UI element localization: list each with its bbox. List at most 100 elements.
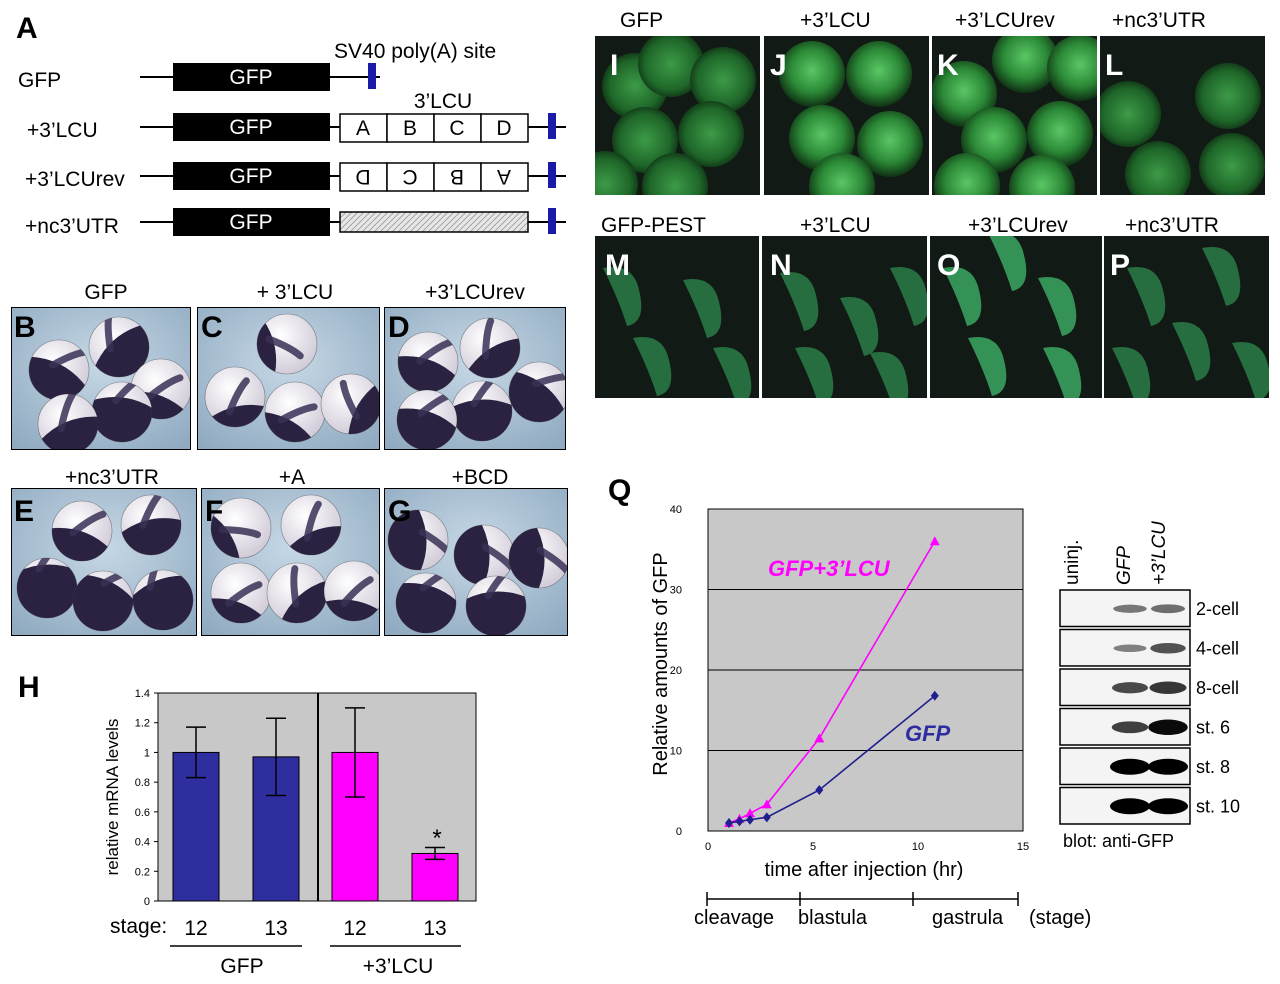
fluor-title-gfp-pest: GFP-PEST <box>601 214 706 237</box>
y-tick-label: 1 <box>144 747 150 759</box>
embryo-panel <box>201 488 380 636</box>
y-tick-label: 0.6 <box>135 807 150 819</box>
significance-asterisk: * <box>432 825 441 852</box>
y-tick-label: 20 <box>670 665 682 677</box>
stage-suffix: (stage) <box>1029 907 1091 929</box>
stage-cleavage: cleavage <box>694 907 774 929</box>
data-point <box>814 733 825 743</box>
embryo <box>496 361 566 435</box>
embryo-panel <box>384 488 568 636</box>
embryo-title-lcurev: +3’LCUrev <box>425 281 525 304</box>
tadpole <box>1112 347 1151 398</box>
fluorescence-panel <box>764 36 929 195</box>
construct-label-lcu: +3’LCU <box>27 119 98 142</box>
y-axis-ticks: 0 0.2 0.4 0.6 0.8 1 1.2 1.4 <box>135 688 158 908</box>
tadpole <box>989 236 1027 291</box>
blot-row: 8-cell <box>1059 668 1239 707</box>
fluorescence-panel <box>762 236 927 398</box>
tadpole <box>633 336 672 396</box>
fluorescence-panel <box>1104 236 1269 398</box>
segment-b-rev: B <box>450 165 464 188</box>
fluor-title-lcu-2: +3’LCU <box>800 214 871 237</box>
blot-row-label: 2-cell <box>1196 599 1239 619</box>
embryo <box>690 47 756 113</box>
gfp-box <box>173 63 330 91</box>
band <box>1149 681 1187 694</box>
polya-site <box>548 113 556 139</box>
segment-c: C <box>449 117 464 140</box>
embryo <box>638 36 704 97</box>
tadpole <box>840 296 879 356</box>
panel-letter-h: H <box>18 671 40 704</box>
gfp-box <box>173 113 330 141</box>
embryo <box>387 565 460 636</box>
blot-col-lcu: +3’LCU <box>1149 521 1170 585</box>
sv40-label: SV40 poly(A) site <box>334 40 496 63</box>
stage-blastula: blastula <box>798 907 868 929</box>
fluor-title-lcurev-2: +3’LCUrev <box>968 214 1068 237</box>
gfp-box-label: GFP <box>229 66 272 89</box>
band <box>1148 798 1188 815</box>
embryo <box>1009 155 1075 195</box>
embryo <box>678 101 744 167</box>
x-axis-label: time after injection (hr) <box>765 859 964 881</box>
panel-letter-e: E <box>14 495 34 528</box>
band <box>1113 604 1147 613</box>
tadpole <box>943 266 982 326</box>
embryo <box>992 36 1058 93</box>
band <box>1110 758 1150 775</box>
bars <box>172 707 459 902</box>
panel-letter-i: I <box>610 49 618 82</box>
band <box>1148 719 1188 735</box>
fluor-title-lcu: +3’LCU <box>800 9 871 32</box>
polya-site <box>548 208 556 234</box>
blot-caption: blot: anti-GFP <box>1063 831 1174 851</box>
embryo-title-lcu: + 3’LCU <box>257 281 333 304</box>
panel-letter-m: M <box>605 249 630 282</box>
construct-label-nc: +nc3’UTR <box>25 215 119 238</box>
tadpole <box>1232 342 1269 398</box>
embryo <box>1199 133 1265 195</box>
stage-label: stage: <box>110 915 167 938</box>
construct-label-lcurev: +3’LCUrev <box>25 168 125 191</box>
panel-letter-c: C <box>201 311 223 344</box>
embryo <box>1027 101 1093 167</box>
group-label-gfp: GFP <box>220 955 263 978</box>
y-tick-label: 0 <box>144 896 150 908</box>
tadpole <box>1038 276 1077 336</box>
mrna-bar-chart: 0 0.2 0.4 0.6 0.8 1 1.2 1.4 relative mRNA level… <box>103 688 477 978</box>
embryo <box>1125 141 1191 195</box>
fluorescence-panel <box>1100 36 1265 195</box>
y-tick-label: 40 <box>670 504 682 516</box>
segment-d: D <box>496 117 511 140</box>
y-tick-label: 0 <box>676 826 682 838</box>
construct-label-gfp: GFP <box>18 69 61 92</box>
tadpole <box>603 266 642 326</box>
blot-col-uninj: uninj. <box>1062 540 1083 585</box>
x-tick-label: 10 <box>912 841 924 853</box>
gfp-box <box>173 162 330 190</box>
gridlines <box>708 589 1023 751</box>
construct-diagram: GFP +3’LCU +3’LCUrev +nc3’UTR GFP SV40 p… <box>18 40 566 238</box>
panel-letter-k: K <box>937 49 959 82</box>
embryo <box>1100 81 1161 147</box>
legend-gfp: GFP <box>905 721 951 746</box>
category-label: 13 <box>423 917 446 940</box>
panel-letter-d: D <box>388 311 410 344</box>
y-tick-label: 0.8 <box>135 777 150 789</box>
embryo-title-bcd: +BCD <box>452 466 509 489</box>
x-tick-label: 0 <box>705 841 711 853</box>
tadpole <box>968 336 1007 396</box>
nc-utr-box <box>339 211 529 233</box>
y-axis-label: Relative amounts of GFP <box>650 552 672 775</box>
y-tick-label: 10 <box>670 746 682 758</box>
fluor-title-nc: +nc3’UTR <box>1112 9 1206 32</box>
blot-col-gfp: GFP <box>1114 546 1135 585</box>
tadpole <box>713 347 752 398</box>
embryo <box>320 373 380 445</box>
gfp-box <box>173 208 330 236</box>
embryo <box>387 509 449 571</box>
